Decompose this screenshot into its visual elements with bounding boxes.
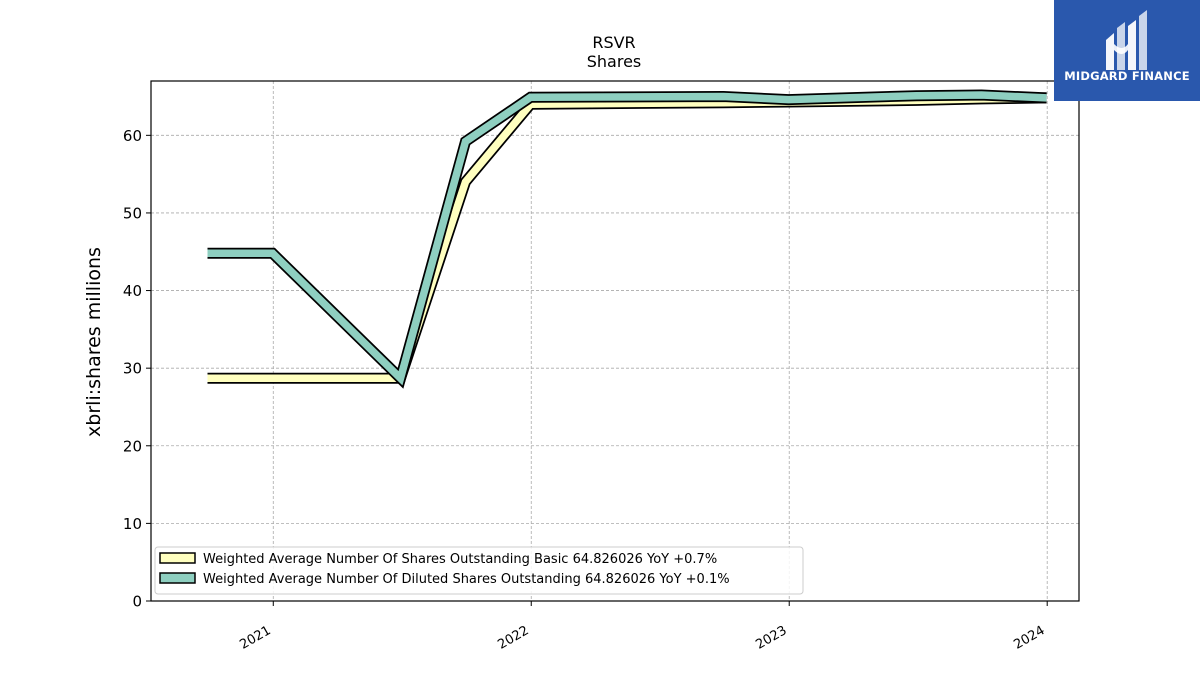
y-tick-label: 20 [123,437,142,455]
x-tick-label: 2021 [237,623,273,653]
legend-swatch-0 [159,552,196,564]
series-line-0 [207,94,1047,383]
series-outline-0 [207,92,1047,384]
legend-swatch-1 [159,572,196,584]
y-tick-label: 30 [123,360,142,378]
logo-text: MIDGARD FINANCE [1064,69,1190,83]
legend: Weighted Average Number Of Shares Outsta… [154,546,804,595]
y-tick-label: 0 [132,593,142,611]
series-outline-1 [207,89,1047,389]
series-lines [207,89,1047,389]
x-tick-label: 2022 [495,623,531,653]
legend-label-1: Weighted Average Number Of Diluted Share… [203,572,730,587]
plot-frame [150,80,1080,602]
y-axis-ticks: 0 10 20 30 40 50 60 [123,127,151,611]
chart-title-line: RSVR [592,33,635,52]
y-tick-label: 50 [123,204,142,222]
y-axis-label: xbrli:shares millions [83,247,105,437]
series-line-1 [207,91,1047,386]
y-tick-label: 60 [123,127,142,145]
x-tick-label: 2024 [1011,623,1047,653]
legend-box [154,546,804,595]
chart-title-line: Shares [587,52,642,71]
x-axis-ticks: 2021 2022 2023 2024 [237,601,1048,653]
midgard-logo-icon [1106,10,1147,70]
x-tick-label: 2023 [753,623,789,653]
y-tick-label: 40 [123,282,142,300]
midgard-finance-logo: MIDGARD FINANCE [1054,0,1200,101]
legend-label-0: Weighted Average Number Of Shares Outsta… [203,552,717,567]
y-tick-label: 10 [123,515,142,533]
grid [151,81,1079,601]
